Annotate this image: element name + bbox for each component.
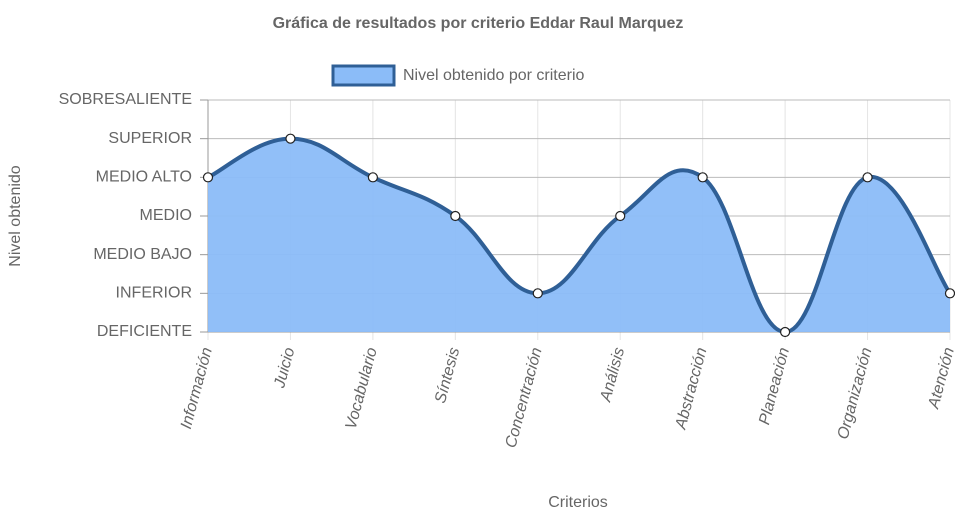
x-tick-label: Juicio [271,346,298,391]
x-tick-label: Información [178,346,216,431]
point [367,172,378,183]
y-tick-label: INFERIOR [116,285,192,302]
chart-title: Gráfica de resultados por criterio Eddar… [273,15,684,32]
x-tick-label: Concentración [503,346,546,450]
y-axis-title: Nivel obtenido [7,165,24,267]
point [862,172,873,183]
legend-label: Nivel obtenido por criterio [403,67,585,84]
x-tick-label: Atención [925,346,955,412]
x-tick-label: Vocabulario [343,346,381,432]
point [615,210,626,222]
y-tick-label: MEDIO BAJO [93,246,192,263]
point [697,172,708,183]
area-fill [208,138,950,332]
point [780,326,791,338]
y-tick-label: SOBRESALIENTE [59,91,192,108]
point [202,172,214,183]
point [532,288,543,299]
point [944,288,955,299]
x-tick-label: Análisis [597,346,628,405]
point [285,133,296,144]
x-tick-label: Organización [835,346,876,442]
point [450,210,461,222]
y-tick-label: MEDIO [140,207,192,224]
y-tick-label: SUPERIOR [108,130,192,147]
y-tick-label: MEDIO ALTO [96,169,192,186]
x-tick-label: Planeación [756,346,793,427]
plot-area [208,136,952,335]
x-tick-label: Abstracción [672,346,710,432]
legend-swatch [331,64,396,87]
y-tick-label: DEFICIENTE [97,323,192,340]
x-tick-label: Síntesis [432,346,463,405]
x-axis-title: Criterios [548,494,608,511]
